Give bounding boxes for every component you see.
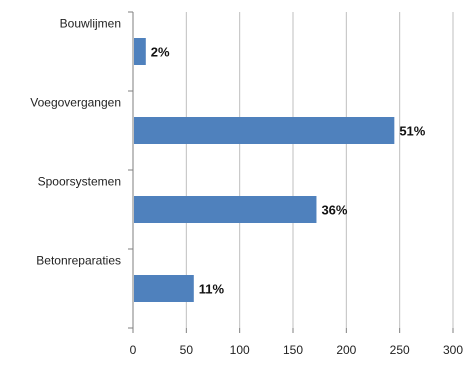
bar-bouwlijmen (134, 38, 146, 65)
bar-spoorsystemen (134, 196, 317, 223)
category-label: Voegovergangen (30, 96, 121, 110)
x-tick-label: 250 (390, 343, 410, 357)
category-label: Spoorsystemen (38, 175, 121, 189)
x-tick-label: 50 (180, 343, 194, 357)
x-tick-label: 150 (283, 343, 303, 357)
x-tick-label: 100 (230, 343, 250, 357)
bar-betonreparaties (134, 275, 194, 302)
bar-voegovergangen (134, 117, 395, 144)
data-label: 36% (321, 203, 347, 218)
x-tick-label: 200 (336, 343, 356, 357)
data-label: 51% (399, 124, 425, 139)
category-label: Bouwlijmen (60, 17, 121, 31)
data-label: 11% (199, 282, 225, 297)
data-label: 2% (151, 45, 170, 60)
category-label: Betonreparaties (36, 254, 121, 268)
x-tick-label: 0 (130, 343, 137, 357)
x-tick-label: 300 (443, 343, 463, 357)
